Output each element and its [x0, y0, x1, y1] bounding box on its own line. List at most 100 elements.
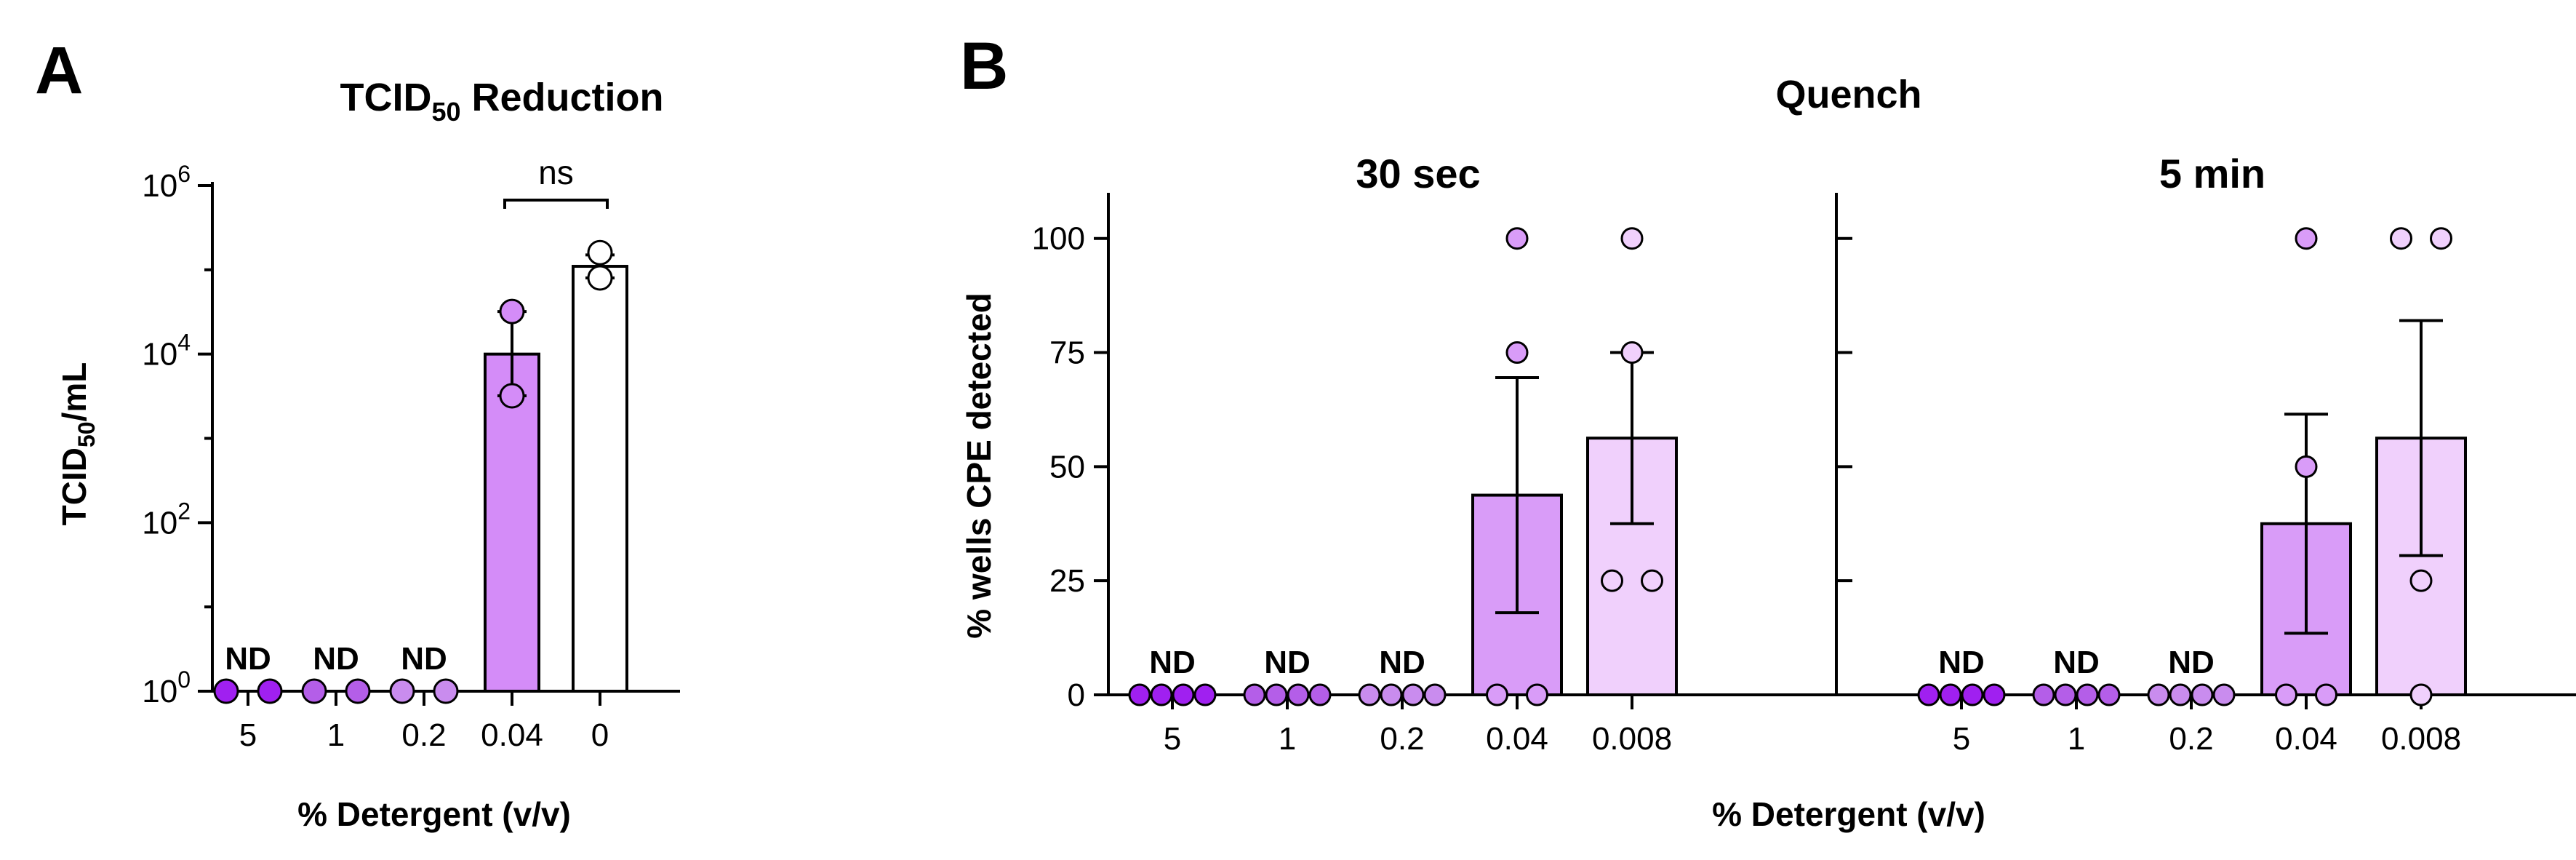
panel-b-data-point — [2212, 683, 2236, 706]
panel-a-significance-label: ns — [538, 154, 574, 191]
panel-b-nd-label: ND — [2053, 645, 2100, 680]
panel-b-data-point — [1505, 341, 1529, 365]
panel-a-y-tick-label: 104 — [142, 330, 191, 373]
panel-b-data-point — [1193, 683, 1217, 706]
panel-b-chart: 0 25 50 75 100 5 ND 1 ND 0.2 ND 0.04 0.008 5 ND 1 ND 0.2 N… — [1032, 193, 2576, 757]
panel-b-data-point — [1601, 569, 1623, 592]
panel-b-data-point — [2315, 683, 2337, 706]
panel-b-data-point — [1287, 683, 1310, 706]
panel-b-letter: B — [960, 29, 1008, 103]
panel-b-data-point — [2275, 683, 2297, 706]
panel-b-data-point — [1401, 683, 1425, 706]
panel-a-y-tick-label: 106 — [142, 161, 191, 204]
panel-a-data-point — [587, 265, 613, 291]
panel-b-data-point — [1961, 683, 1984, 706]
panel-a-data-point — [389, 678, 415, 704]
panel-b-data-point — [2409, 683, 2433, 706]
panel-b-x-tick-label: 0.04 — [2275, 721, 2337, 757]
panel-b-data-point — [1172, 683, 1195, 706]
panel-b-data-point — [1620, 227, 1644, 250]
panel-b-nd-label: ND — [1379, 645, 1425, 680]
panel-b-data-point — [2076, 683, 2099, 706]
panel-a-bar — [572, 265, 628, 693]
panel-b-data-point — [1423, 683, 1447, 706]
panel-a-data-point — [301, 678, 327, 704]
panel-a-title: TCID50 Reduction — [340, 76, 663, 127]
panel-b-data-point — [1243, 683, 1266, 706]
panel-b-x-tick-label: 5 — [1164, 721, 1181, 757]
panel-b-x-tick-label: 0.2 — [1380, 721, 1424, 757]
panel-b-x-tick-label: 1 — [2068, 721, 2085, 757]
panel-b-x-axis-label: % Detergent (v/v) — [1712, 795, 1985, 833]
panel-a-data-point — [433, 678, 459, 704]
panel-b-x-tick-label: 5 — [1953, 721, 1970, 757]
panel-a-bar — [484, 352, 540, 693]
panel-b-data-point — [1641, 569, 1663, 592]
panel-b-data-point — [2054, 683, 2077, 706]
panel-b-nd-label: ND — [1149, 645, 1196, 680]
panel-a-data-point — [257, 678, 283, 704]
panel-b-bar — [2375, 437, 2467, 697]
panel-b-data-point — [2097, 683, 2121, 706]
panel-b-y-tick-label: 0 — [1068, 677, 1085, 713]
panel-b-data-point — [1983, 683, 2006, 706]
panel-a-x-tick-label: 0 — [591, 717, 609, 753]
panel-b-data-point — [2032, 683, 2055, 706]
panel-b-data-point — [2430, 227, 2452, 250]
panel-a-y-axis-label: TCID50/mL — [55, 362, 100, 526]
panel-b-data-point — [2409, 569, 2433, 592]
panel-b-x-tick-label: 1 — [1279, 721, 1296, 757]
panel-b-x-tick-label: 0.04 — [1486, 721, 1548, 757]
panel-b-nd-label: ND — [2168, 645, 2215, 680]
panel-a-data-point — [499, 298, 525, 325]
panel-b-data-point — [2191, 683, 2214, 706]
panel-b-data-point — [1620, 341, 1644, 365]
panel-b-nd-label: ND — [1938, 645, 1985, 680]
panel-a-significance-bracket — [503, 199, 609, 209]
panel-b-data-point — [1486, 683, 1508, 706]
panel-b-y-tick-label: 25 — [1049, 563, 1085, 599]
panel-a-nd-label: ND — [313, 641, 359, 677]
panel-b-data-point — [2147, 683, 2170, 706]
panel-b-data-point — [1939, 683, 1962, 706]
panel-b-y-axis-label: % wells CPE detected — [960, 292, 998, 639]
panel-a-chart: 100 102 104 106 5 ND 1 ND 0.2 ND 0.04 0 ns — [142, 154, 680, 753]
panel-a-x-tick-label: 0.04 — [481, 717, 543, 753]
panel-b-nd-label: ND — [1264, 645, 1311, 680]
panel-a-x-axis-label: % Detergent (v/v) — [297, 795, 571, 833]
panel-a-x-tick-label: 5 — [239, 717, 257, 753]
panel-b-data-point — [1150, 683, 1173, 706]
panel-a-nd-label: ND — [225, 641, 271, 677]
panel-b-data-point — [1265, 683, 1288, 706]
panel-b-data-point — [2295, 455, 2318, 478]
panel-b-data-point — [2295, 227, 2318, 250]
panel-b-x-tick-label: 0.2 — [2169, 721, 2213, 757]
panel-b-data-point — [1917, 683, 1940, 706]
panel-a-letter: A — [35, 33, 83, 108]
panel-b-data-point — [1308, 683, 1332, 706]
panel-b-data-point — [1526, 683, 1548, 706]
panel-b-x-tick-label: 0.008 — [2381, 721, 2461, 757]
panel-b-x-tick-label: 0.008 — [1592, 721, 1672, 757]
panel-b-y-tick-label: 100 — [1032, 221, 1085, 257]
panel-a-y-tick-label: 102 — [142, 498, 191, 541]
panel-b-data-point — [2390, 227, 2412, 250]
panel-a-data-point — [213, 678, 239, 704]
panel-b-data-point — [2169, 683, 2192, 706]
panel-b-data-point — [1380, 683, 1403, 706]
panel-b-5min-title: 5 min — [2159, 151, 2265, 196]
panel-a-x-tick-label: 0.2 — [401, 717, 446, 753]
panel-b-y-tick-label: 75 — [1049, 335, 1085, 371]
panel-a-data-point — [587, 239, 613, 266]
panel-a-data-point — [345, 678, 371, 704]
panel-a-x-tick-label: 1 — [327, 717, 345, 753]
panel-a-nd-label: ND — [401, 641, 447, 677]
panel-b-y-tick-label: 50 — [1049, 449, 1085, 485]
panel-a-y-tick-label: 100 — [142, 666, 191, 709]
panel-a-data-point — [499, 383, 525, 409]
panel-b-data-point — [1358, 683, 1381, 706]
panel-b-title: Quench — [1775, 73, 1921, 116]
panel-b-data-point — [1505, 227, 1529, 250]
panel-b-data-point — [1128, 683, 1151, 706]
